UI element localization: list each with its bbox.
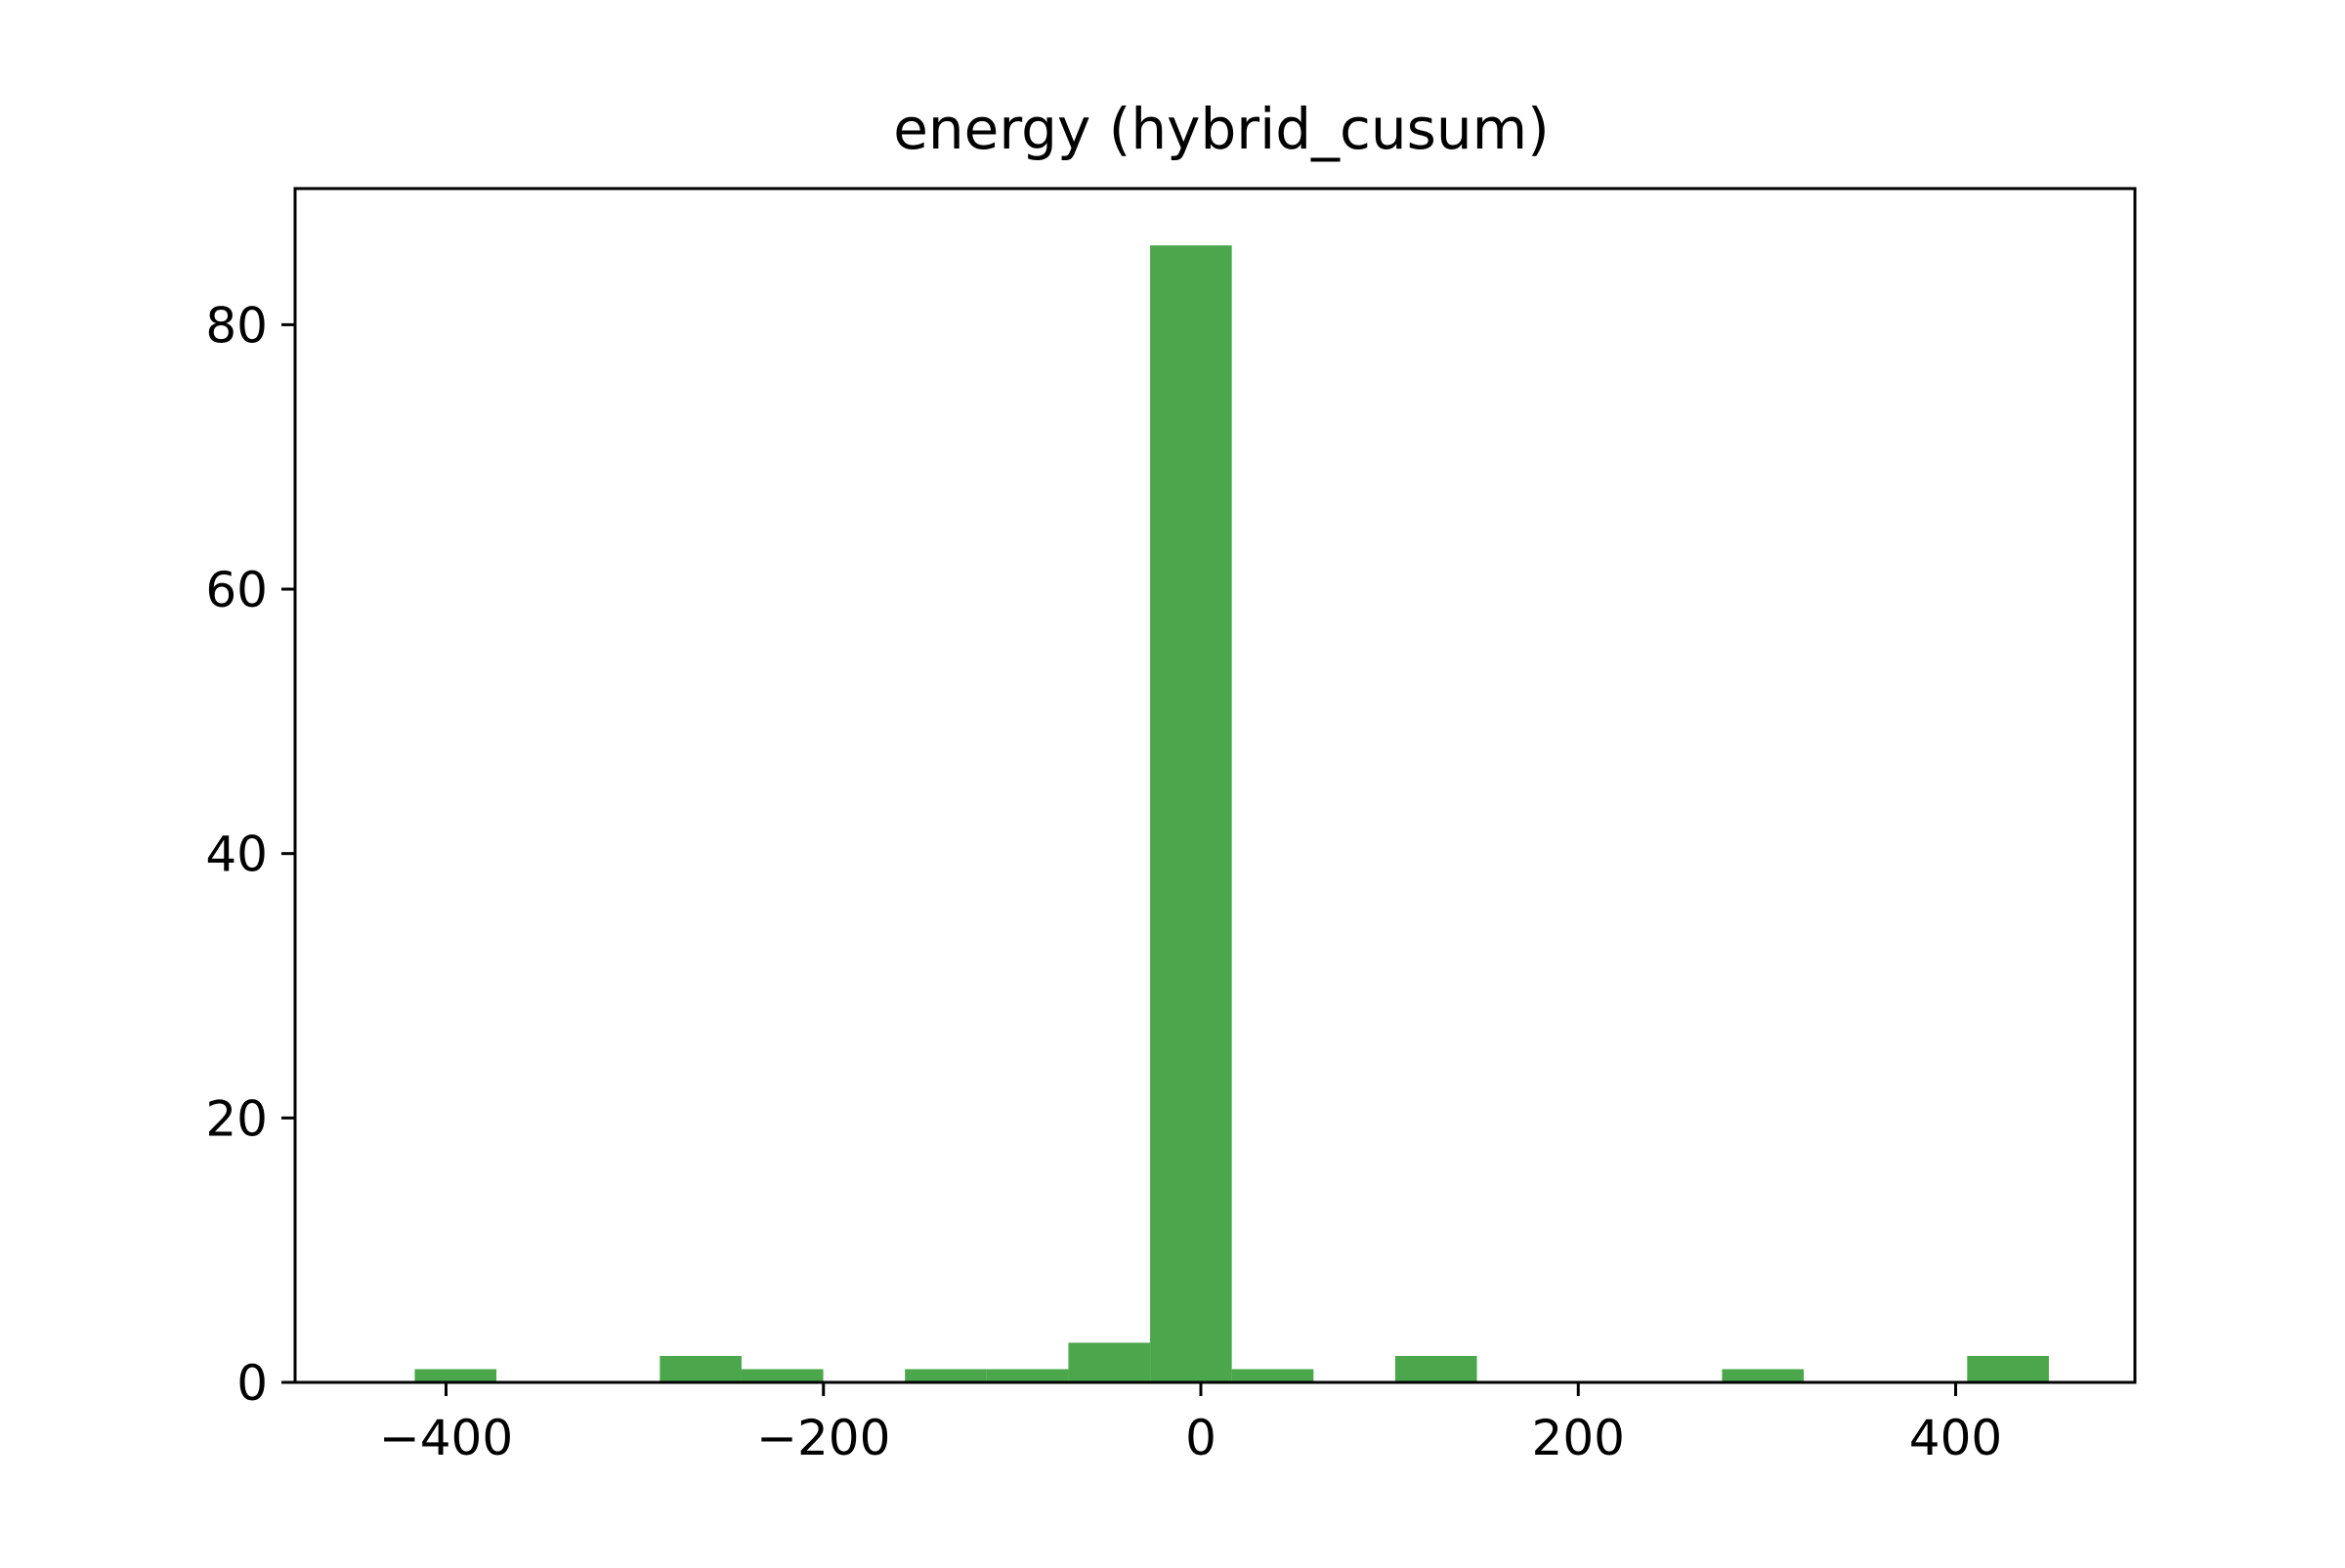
- histogram-bar: [1231, 1369, 1314, 1382]
- x-tick-label: −400: [379, 1410, 513, 1466]
- plot-frame: [293, 187, 2137, 1384]
- axes-layer: −400 −200 0 200 400 0 20 40 60 80: [205, 297, 2002, 1466]
- histogram-bar: [741, 1369, 824, 1382]
- x-tick-label: 200: [1532, 1410, 1625, 1466]
- x-tick-label: 0: [1185, 1410, 1216, 1466]
- histogram-bar: [986, 1369, 1069, 1382]
- histogram-bar: [1150, 245, 1232, 1383]
- y-tick-label: 80: [205, 297, 268, 354]
- bars-layer: [414, 245, 2049, 1383]
- chart-title: energy (hybrid_cusum): [893, 96, 1550, 162]
- y-tick-label: 40: [205, 826, 268, 883]
- histogram-bar: [1967, 1355, 2049, 1382]
- histogram-bar: [1068, 1342, 1151, 1382]
- y-tick-label: 20: [205, 1090, 268, 1147]
- histogram-bar: [660, 1355, 742, 1382]
- y-tick-label: 0: [236, 1355, 268, 1412]
- histogram-bar: [905, 1369, 987, 1382]
- histogram-bar: [1722, 1369, 1805, 1382]
- histogram-bar: [1394, 1355, 1477, 1382]
- x-tick-label: 400: [1909, 1410, 2002, 1466]
- x-tick-label: −200: [756, 1410, 890, 1466]
- histogram-bar: [414, 1369, 497, 1382]
- y-tick-label: 60: [205, 562, 268, 618]
